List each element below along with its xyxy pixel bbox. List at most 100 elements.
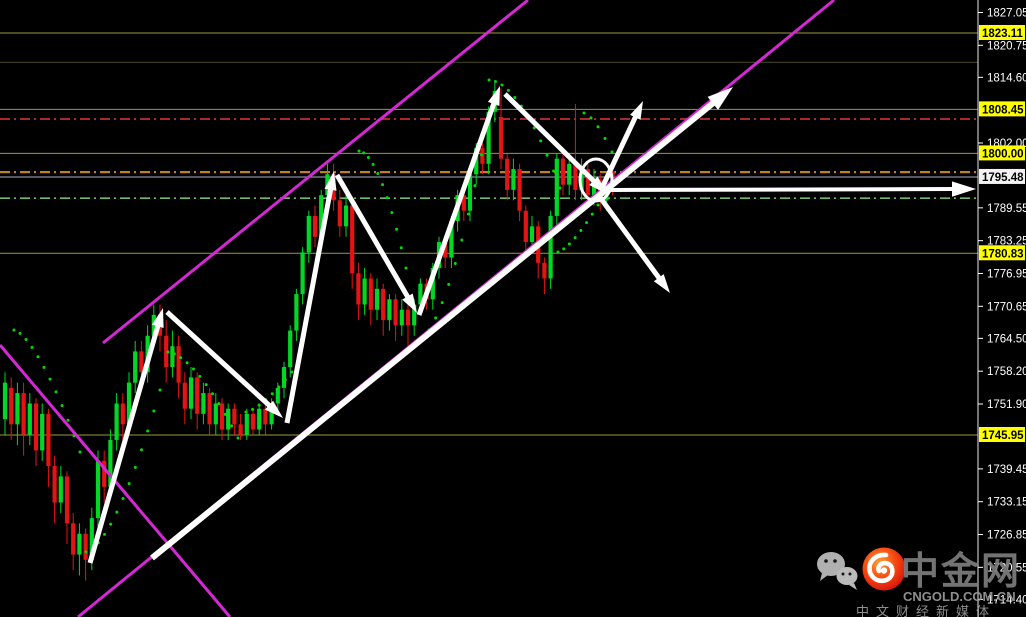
arrow-scenario-down[interactable] bbox=[596, 194, 670, 293]
candle-body bbox=[195, 377, 200, 414]
arrow-shaft bbox=[416, 101, 497, 316]
sar-dot bbox=[487, 78, 491, 82]
candle-body bbox=[430, 268, 435, 300]
arrow-shaft bbox=[334, 173, 411, 300]
candle-body bbox=[381, 288, 386, 321]
sar-dot bbox=[244, 410, 248, 414]
price-level-lines[interactable] bbox=[0, 32, 978, 436]
arrow-swing-up-2[interactable] bbox=[284, 171, 337, 424]
highlight-circle[interactable] bbox=[578, 157, 614, 203]
trendline-channel-upper[interactable] bbox=[102, 0, 529, 345]
sar-dot bbox=[18, 331, 22, 335]
candle-body bbox=[542, 262, 547, 279]
candle-body bbox=[548, 215, 553, 279]
sar-dot bbox=[277, 385, 281, 389]
candle-body bbox=[443, 241, 448, 258]
arrow-swing-down-1[interactable] bbox=[165, 310, 283, 418]
sar-dot bbox=[109, 522, 113, 526]
sar-dot bbox=[158, 388, 162, 392]
sar-dot bbox=[283, 378, 287, 382]
sar-dot bbox=[121, 497, 125, 501]
sar-dot bbox=[251, 407, 255, 411]
candle-body bbox=[405, 309, 411, 326]
sar-dot bbox=[230, 424, 234, 428]
arrow-shaft bbox=[503, 92, 597, 184]
axis-price-label: 1751.90 bbox=[987, 399, 1026, 411]
arrow-swing-up-1[interactable] bbox=[87, 308, 164, 564]
sar-dot bbox=[60, 404, 64, 408]
candle-body bbox=[579, 169, 584, 190]
candle-body bbox=[226, 408, 231, 430]
sar-dot bbox=[257, 403, 261, 407]
candle-body bbox=[362, 278, 367, 305]
annotation-arrows[interactable] bbox=[87, 86, 976, 564]
axis-price-label: 1764.50 bbox=[987, 333, 1026, 345]
candle-body bbox=[219, 403, 225, 430]
candle-body bbox=[83, 533, 88, 560]
candle-body bbox=[461, 195, 466, 211]
axis-price-label: 1714.40 bbox=[987, 594, 1026, 606]
sar-dot bbox=[36, 355, 40, 359]
candle-body bbox=[412, 304, 417, 326]
axis-price-label: 1827.05 bbox=[987, 7, 1026, 19]
candle-body bbox=[399, 309, 404, 326]
level-price-box bbox=[979, 145, 1025, 161]
arrow-breakout-up[interactable] bbox=[598, 101, 643, 192]
sar-dot bbox=[558, 186, 562, 190]
candle-body bbox=[368, 278, 373, 310]
arrow-swing-up-3[interactable] bbox=[416, 86, 500, 316]
sar-dot bbox=[573, 236, 577, 240]
sar-dot bbox=[48, 377, 52, 381]
sar-dot bbox=[103, 532, 106, 536]
sar-dot bbox=[473, 184, 477, 188]
level-price-label: 1780.83 bbox=[982, 248, 1024, 260]
sar-dot bbox=[24, 337, 28, 341]
candle-body bbox=[207, 393, 212, 425]
candle-body bbox=[281, 367, 287, 388]
sar-dot bbox=[513, 95, 517, 99]
candle-body bbox=[46, 413, 51, 467]
candle-body bbox=[108, 439, 113, 487]
level-price-box bbox=[979, 427, 1025, 443]
sar-dot bbox=[223, 412, 227, 416]
candle-body bbox=[244, 413, 249, 435]
candle-body bbox=[33, 403, 39, 451]
candle-body bbox=[269, 403, 274, 425]
arrow-swing-down-2[interactable] bbox=[334, 173, 417, 313]
candle-body bbox=[64, 476, 70, 524]
trend-channel-lines[interactable] bbox=[0, 0, 835, 617]
candle-body bbox=[585, 169, 590, 196]
sar-dot bbox=[545, 153, 549, 157]
candle-body bbox=[517, 169, 522, 211]
arrow-shaft bbox=[610, 187, 955, 192]
sar-dot bbox=[479, 153, 483, 157]
sar-dot bbox=[589, 116, 593, 120]
axis-price-label: 1776.95 bbox=[987, 268, 1026, 280]
sar-dot bbox=[115, 510, 119, 514]
candle-body bbox=[95, 460, 101, 519]
candle-body bbox=[213, 403, 218, 425]
candle-body bbox=[182, 382, 187, 409]
candle-body bbox=[40, 413, 45, 451]
sar-dot bbox=[191, 367, 195, 371]
sar-dot bbox=[204, 383, 208, 387]
candle-body bbox=[139, 351, 144, 373]
candle-body bbox=[418, 283, 423, 305]
candle-body bbox=[343, 205, 349, 227]
sar-dot bbox=[357, 149, 361, 153]
sar-dot bbox=[506, 88, 510, 92]
candle-body bbox=[176, 346, 181, 383]
candle-body bbox=[151, 314, 156, 336]
arrow-sideways-right[interactable] bbox=[610, 181, 976, 197]
candle-body bbox=[9, 387, 14, 425]
candle-body bbox=[294, 294, 299, 331]
sar-dot bbox=[211, 392, 215, 396]
focus-ellipse[interactable] bbox=[578, 157, 614, 203]
candle-body bbox=[288, 330, 293, 368]
candle-body bbox=[554, 158, 559, 216]
sar-dot bbox=[84, 550, 88, 554]
arrow-head bbox=[707, 87, 733, 110]
sar-dot bbox=[127, 482, 131, 486]
current-price-box bbox=[979, 168, 1025, 184]
arrow-main-trend-up[interactable] bbox=[150, 87, 733, 561]
